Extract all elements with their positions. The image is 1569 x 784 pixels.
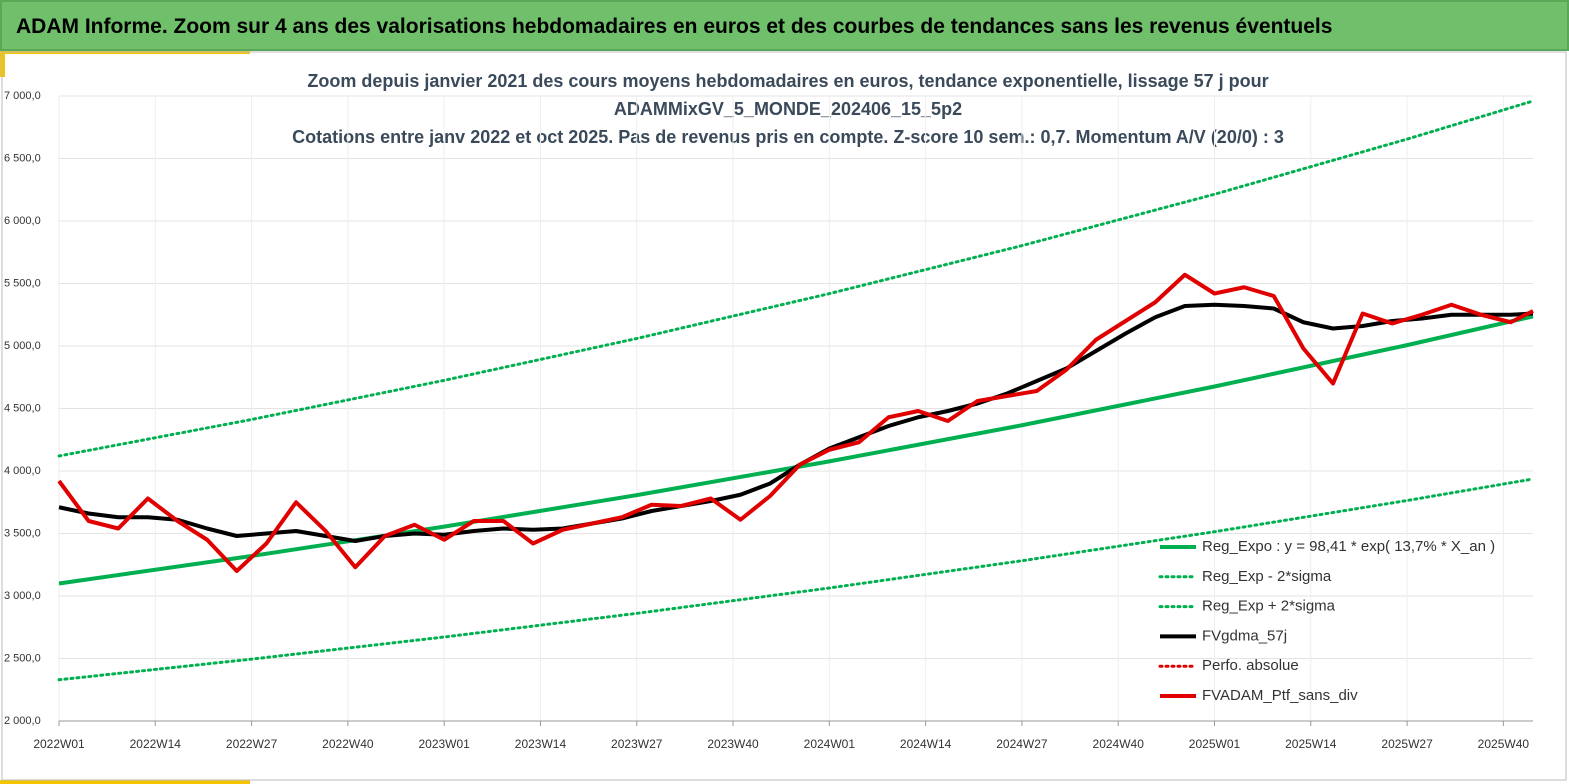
legend-label: Reg_Exp + 2*sigma	[1202, 598, 1336, 615]
y-tick-label: 2 000,0	[4, 715, 41, 727]
y-tick-label: 3 500,0	[4, 527, 41, 539]
x-tick-label: 2025W01	[1189, 737, 1241, 751]
y-tick-label: 6 000,0	[4, 215, 41, 227]
x-tick-label: 2023W14	[515, 737, 567, 751]
legend-label: FVgdma_57j	[1202, 627, 1287, 644]
x-tick-label: 2022W01	[33, 737, 85, 751]
chart-title: Zoom depuis janvier 2021 des cours moyen…	[307, 71, 1268, 91]
x-tick-label: 2023W40	[707, 737, 759, 751]
chart-frame	[1, 51, 1567, 781]
banner-title: ADAM Informe. Zoom sur 4 ans des valoris…	[16, 15, 1333, 38]
y-tick-label: 2 500,0	[4, 652, 41, 664]
y-tick-label: 5 000,0	[4, 340, 41, 352]
banner: ADAM Informe. Zoom sur 4 ans des valoris…	[0, 0, 1569, 51]
series-line	[57, 477, 1535, 682]
y-tick-label: 6 500,0	[4, 152, 41, 164]
legend-label: Perfo. absolue	[1202, 657, 1299, 674]
y-tick-label: 4 500,0	[4, 402, 41, 414]
chart-title: Cotations entre janv 2022 et oct 2025. P…	[292, 127, 1284, 147]
legend-label: Reg_Exp - 2*sigma	[1202, 568, 1332, 585]
series-line	[58, 302, 1534, 543]
x-tick-label: 2024W27	[996, 737, 1048, 751]
chart-title: ADAMMixGV_5_MONDE_202406_15_5p2	[614, 99, 962, 119]
x-tick-label: 2025W14	[1285, 737, 1337, 751]
series-line	[57, 272, 1534, 573]
x-tick-label: 2023W27	[611, 737, 663, 751]
series-line	[57, 99, 1535, 458]
y-tick-label: 4 000,0	[4, 465, 41, 477]
x-tick-label: 2024W14	[900, 737, 952, 751]
x-tick-label: 2023W01	[418, 737, 470, 751]
accent	[0, 780, 250, 784]
legend-label: Reg_Expo : y = 98,41 * exp( 13,7% * X_an…	[1202, 538, 1495, 555]
y-tick-label: 7 000,0	[4, 90, 41, 102]
x-tick-label: 2024W40	[1093, 737, 1145, 751]
x-tick-label: 2024W01	[804, 737, 856, 751]
y-tick-label: 5 500,0	[4, 277, 41, 289]
x-tick-label: 2022W27	[226, 737, 278, 751]
x-tick-label: 2022W14	[130, 737, 182, 751]
y-tick-label: 3 000,0	[4, 590, 41, 602]
x-tick-label: 2025W27	[1381, 737, 1433, 751]
x-tick-label: 2022W40	[322, 737, 374, 751]
legend-label: FVADAM_Ptf_sans_div	[1202, 687, 1358, 704]
x-tick-label: 2025W40	[1478, 737, 1530, 751]
